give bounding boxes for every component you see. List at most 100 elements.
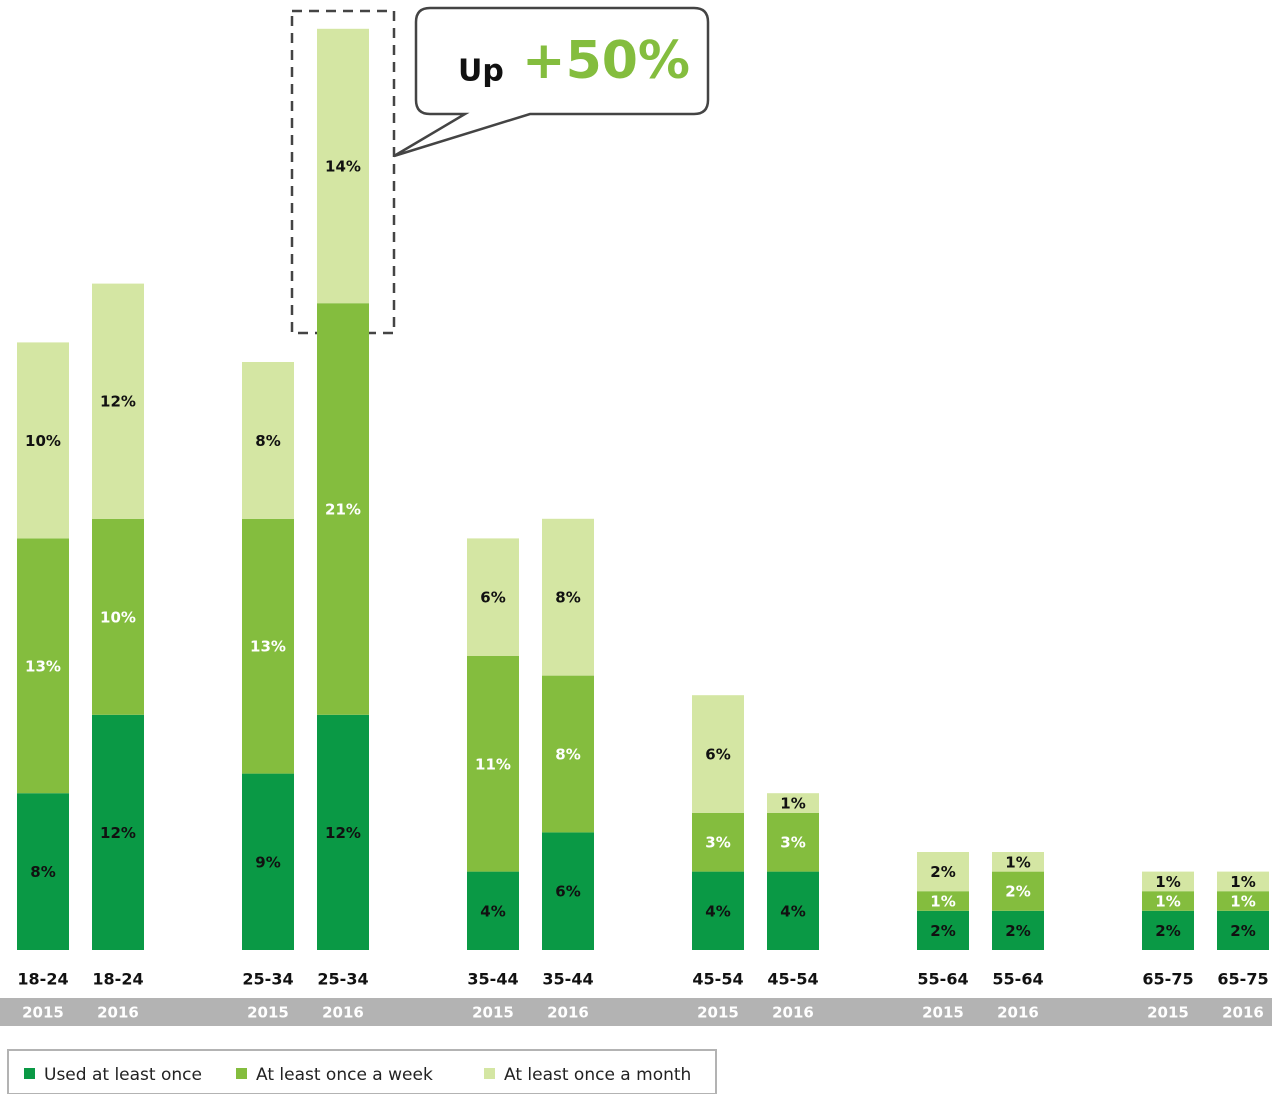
x-tick-label: 55-64 [917, 970, 968, 989]
value-label: 4% [780, 902, 805, 920]
bar-segment [92, 714, 144, 950]
value-label: 6% [555, 883, 580, 901]
x-tick-label: 55-64 [992, 970, 1043, 989]
bar-segment [692, 871, 744, 950]
value-label: 13% [25, 657, 61, 675]
value-label: 2% [1005, 883, 1030, 901]
value-label: 21% [325, 501, 361, 519]
bar-segment [317, 28, 369, 304]
bar-segment [767, 812, 819, 872]
legend-swatch [24, 1068, 35, 1079]
bar-segment [92, 283, 144, 519]
bar-segment [242, 773, 294, 950]
year-label: 2015 [22, 1004, 64, 1022]
bar-segment [17, 538, 69, 794]
value-label: 10% [100, 608, 136, 626]
bar-segment [767, 793, 819, 813]
year-label: 2016 [997, 1004, 1039, 1022]
value-label: 1% [1155, 873, 1180, 891]
legend-swatch [484, 1068, 495, 1079]
year-label: 2016 [547, 1004, 589, 1022]
year-label: 2016 [322, 1004, 364, 1022]
value-label: 2% [1155, 922, 1180, 940]
bar-segment [467, 656, 519, 872]
value-label: 14% [325, 158, 361, 176]
value-label: 1% [1230, 893, 1255, 911]
year-label: 2016 [97, 1004, 139, 1022]
bar-segment [542, 675, 594, 833]
bar-segment [917, 852, 969, 892]
bar-segment [242, 518, 294, 774]
bar-segment [92, 518, 144, 715]
legend-label: At least once a month [504, 1065, 691, 1085]
bar-segment [317, 303, 369, 715]
value-label: 12% [325, 824, 361, 842]
value-label: 6% [480, 589, 505, 607]
bar-segment [467, 538, 519, 656]
bar-segment [992, 871, 1044, 911]
value-label: 10% [25, 432, 61, 450]
bar-segment [917, 910, 969, 950]
bar-segment [992, 910, 1044, 950]
bar-segment [767, 871, 819, 950]
bar-segment [242, 362, 294, 519]
value-label: 2% [930, 863, 955, 881]
value-label: 4% [705, 902, 730, 920]
year-label: 2015 [247, 1004, 289, 1022]
callout-highlight: +50% [522, 31, 690, 91]
value-label: 12% [100, 824, 136, 842]
bar-segment [467, 871, 519, 950]
value-label: 1% [930, 893, 955, 911]
value-label: 3% [705, 834, 730, 852]
legend-label: At least once a week [256, 1065, 433, 1085]
x-tick-label: 18-24 [17, 970, 68, 989]
value-label: 4% [480, 902, 505, 920]
legend-label: Used at least once [44, 1065, 202, 1085]
value-label: 9% [255, 853, 280, 871]
year-label: 2016 [1222, 1004, 1264, 1022]
bar-segment [17, 342, 69, 539]
bar-segment [692, 695, 744, 813]
bar-segment [1142, 871, 1194, 892]
x-tick-label: 65-75 [1217, 970, 1268, 989]
x-tick-label: 25-34 [242, 970, 293, 989]
legend-swatch [236, 1068, 247, 1079]
highlight-box [290, 9, 396, 335]
value-label: 1% [1005, 853, 1030, 871]
x-tick-label: 25-34 [317, 970, 368, 989]
value-label: 8% [30, 863, 55, 881]
bar-segment [317, 714, 369, 950]
value-label: 12% [100, 393, 136, 411]
bar-segment [542, 518, 594, 676]
bar-segment [917, 891, 969, 911]
value-label: 1% [780, 795, 805, 813]
year-label: 2016 [772, 1004, 814, 1022]
value-label: 6% [705, 746, 730, 764]
bar-segment [1217, 910, 1269, 950]
bar-segment [17, 793, 69, 950]
bar-segment [542, 832, 594, 950]
bar-segment [992, 852, 1044, 872]
bar-segment [1217, 871, 1269, 892]
bar-segment [1142, 891, 1194, 911]
year-label: 2015 [1147, 1004, 1189, 1022]
year-label: 2015 [922, 1004, 964, 1022]
value-label: 1% [1230, 873, 1255, 891]
callout-prefix: Up [458, 54, 504, 89]
value-label: 8% [555, 746, 580, 764]
callout [393, 6, 710, 158]
x-tick-label: 35-44 [542, 970, 593, 989]
value-label: 8% [555, 589, 580, 607]
value-label: 2% [1230, 922, 1255, 940]
x-tick-label: 35-44 [467, 970, 518, 989]
x-tick-label: 18-24 [92, 970, 143, 989]
year-label: 2015 [472, 1004, 514, 1022]
legend-box [7, 1049, 717, 1094]
value-label: 8% [255, 432, 280, 450]
value-label: 2% [1005, 922, 1030, 940]
year-label: 2015 [697, 1004, 739, 1022]
bar-segment [1217, 891, 1269, 911]
value-label: 3% [780, 834, 805, 852]
value-label: 1% [1155, 893, 1180, 911]
